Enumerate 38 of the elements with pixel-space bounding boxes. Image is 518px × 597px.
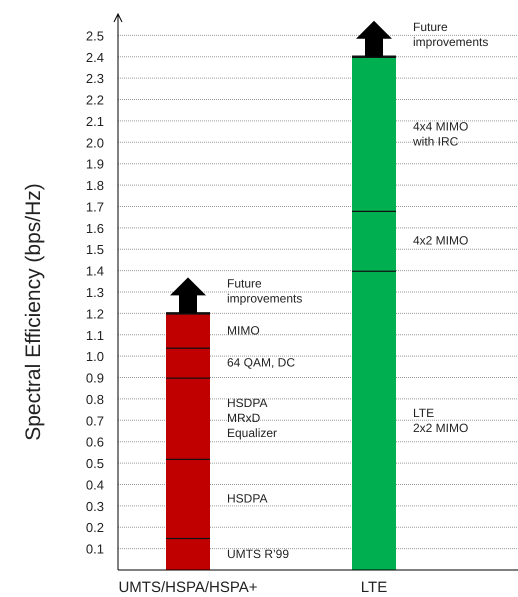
y-tick-label: 1.6 — [86, 220, 104, 236]
y-tick-label: 1.4 — [86, 264, 104, 279]
annotation: Future improvements — [227, 276, 302, 306]
y-tick-label: 2.2 — [86, 92, 104, 108]
series-label: HSDPA MRxD Equalizer — [227, 396, 278, 440]
y-tick-label: 1.2 — [86, 306, 104, 322]
y-tick-label: 1.9 — [86, 156, 104, 172]
y-tick-label: 1.8 — [86, 178, 104, 194]
series-label: MIMO — [227, 323, 260, 338]
y-tick-label: 1.3 — [86, 285, 104, 300]
y-axis-title: Spectral Efficiency (bps/Hz) — [22, 183, 45, 441]
x-tick-label: UMTS/HSPA/HSPA+ — [118, 579, 258, 596]
x-tick-label: LTE — [360, 579, 388, 596]
series-label: HSDPA — [227, 491, 268, 506]
annotation: Future improvements — [413, 20, 488, 49]
y-tick-label: 0.5 — [86, 456, 104, 472]
y-tick-label: 1.5 — [86, 242, 104, 258]
series-label: 4x2 MIMO — [413, 234, 468, 248]
y-tick-label: 1.0 — [86, 349, 104, 364]
y-tick-label: 2.3 — [86, 71, 104, 86]
y-tick-label: 0.3 — [86, 498, 104, 514]
series-label: LTE 2x2 MIMO — [413, 406, 468, 435]
y-tick-label: 1.7 — [86, 199, 104, 214]
y-tick-label: 0.7 — [86, 413, 104, 428]
y-tick-label: 0.1 — [86, 542, 104, 557]
y-tick-label: 0.8 — [86, 392, 104, 407]
y-tick-label: 2.1 — [86, 114, 104, 129]
y-tick-label: 0.6 — [86, 434, 104, 450]
series-label: 4x4 MIMO with IRC — [412, 119, 468, 148]
y-tick-label: 2.0 — [86, 135, 104, 150]
y-tick-label: 0.2 — [86, 520, 104, 536]
y-tick-label: 2.4 — [86, 50, 104, 65]
y-tick-label: 1.1 — [86, 328, 104, 343]
y-tick-label: 0.4 — [86, 477, 104, 492]
series-label: UMTS R’99 — [227, 546, 290, 561]
series-label: 64 QAM, DC — [227, 356, 296, 370]
y-tick-label: 0.9 — [86, 370, 104, 386]
y-tick-label: 2.5 — [86, 28, 104, 44]
